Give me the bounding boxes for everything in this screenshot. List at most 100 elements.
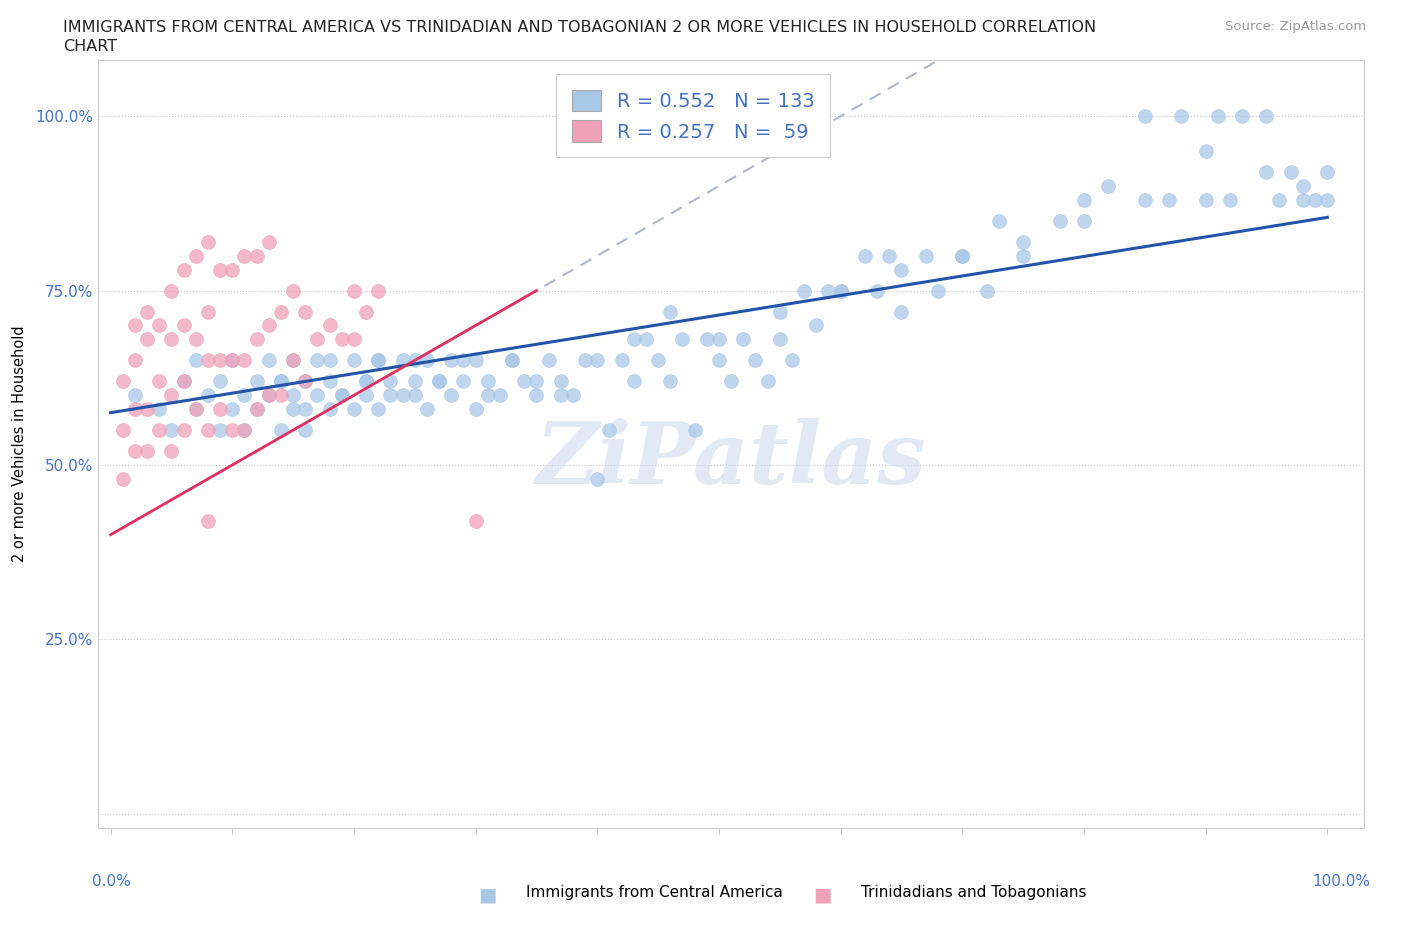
Point (221, 402, 243, 417)
Point (318, 374, 340, 389)
Point (550, 388, 572, 403)
Point (1292, 179, 1315, 193)
Point (416, 352, 439, 367)
Point (550, 374, 572, 389)
Point (659, 304, 682, 319)
Point (1303, 193, 1326, 207)
Point (561, 388, 585, 403)
Point (817, 283, 839, 298)
Point (1012, 234, 1035, 249)
Text: ■: ■ (813, 885, 832, 904)
Point (1219, 193, 1241, 207)
Point (209, 352, 232, 367)
Point (343, 402, 366, 417)
Point (769, 304, 792, 319)
Point (367, 352, 389, 367)
Point (733, 332, 755, 347)
Point (184, 332, 207, 347)
Point (197, 352, 219, 367)
Point (404, 374, 426, 389)
Point (391, 388, 413, 403)
Point (233, 388, 256, 403)
Point (354, 304, 377, 319)
Point (780, 352, 803, 367)
Point (124, 388, 146, 403)
Point (330, 332, 353, 347)
Point (416, 402, 439, 417)
Point (136, 332, 159, 347)
Point (574, 352, 596, 367)
Point (890, 262, 912, 277)
Text: ■: ■ (478, 885, 496, 904)
Point (270, 374, 292, 389)
Text: Trinidadians and Tobagonians: Trinidadians and Tobagonians (862, 885, 1087, 900)
Point (586, 472, 609, 486)
Point (404, 388, 426, 403)
Point (1194, 143, 1216, 158)
Point (294, 374, 316, 389)
Point (950, 248, 973, 263)
Point (659, 374, 682, 389)
Point (184, 402, 207, 417)
Point (866, 283, 889, 298)
Point (270, 422, 292, 437)
Point (501, 352, 523, 367)
Point (270, 388, 292, 403)
Point (1049, 213, 1071, 228)
Point (148, 374, 170, 389)
Point (257, 388, 280, 403)
Point (1133, 193, 1156, 207)
Point (173, 374, 195, 389)
Point (184, 352, 207, 367)
Point (453, 374, 475, 389)
Point (233, 352, 256, 367)
Point (136, 444, 159, 458)
Point (976, 283, 998, 298)
Point (464, 513, 486, 528)
Point (950, 248, 973, 263)
Point (111, 422, 134, 437)
Text: 100.0%: 100.0% (1312, 874, 1369, 889)
Point (830, 283, 852, 298)
Point (427, 374, 450, 389)
Point (1256, 109, 1278, 124)
Point (367, 402, 389, 417)
Point (489, 388, 512, 403)
Point (1012, 248, 1035, 263)
Point (233, 248, 256, 263)
Point (526, 374, 548, 389)
Point (477, 374, 499, 389)
Point (769, 332, 792, 347)
Point (354, 388, 377, 403)
Point (477, 388, 499, 403)
Point (318, 402, 340, 417)
Point (160, 422, 183, 437)
Point (294, 304, 316, 319)
Point (464, 352, 486, 367)
Point (647, 352, 669, 367)
Point (124, 352, 146, 367)
Point (221, 262, 243, 277)
Point (148, 318, 170, 333)
Point (623, 374, 645, 389)
Point (184, 402, 207, 417)
Point (1316, 193, 1339, 207)
Point (221, 352, 243, 367)
Point (111, 374, 134, 389)
Point (270, 374, 292, 389)
Point (136, 304, 159, 319)
Point (537, 352, 560, 367)
Point (853, 248, 876, 263)
Point (1194, 193, 1216, 207)
Point (877, 248, 900, 263)
Point (623, 332, 645, 347)
Point (173, 422, 195, 437)
Point (221, 352, 243, 367)
Text: 0.0%: 0.0% (93, 874, 131, 889)
Text: ZiPatlas: ZiPatlas (536, 418, 927, 501)
Point (209, 402, 232, 417)
Point (173, 262, 195, 277)
Point (245, 248, 267, 263)
Point (343, 352, 366, 367)
Point (257, 234, 280, 249)
